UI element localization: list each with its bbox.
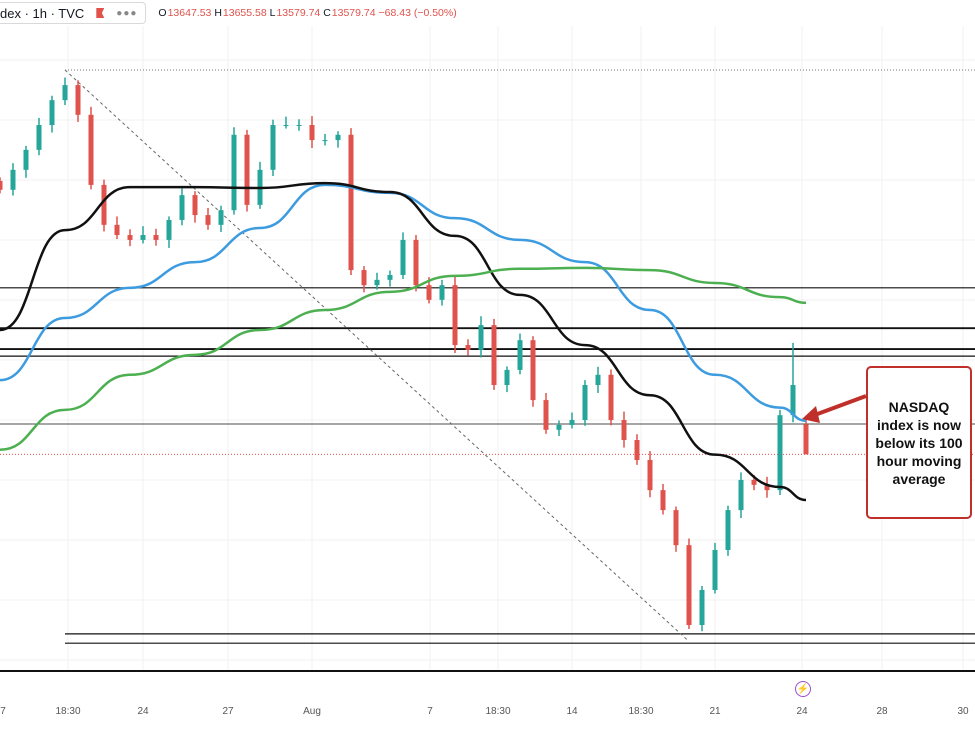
candle-body xyxy=(335,134,341,141)
candle-body xyxy=(673,510,679,546)
x-tick-label: Aug xyxy=(303,706,321,717)
ma-100-line xyxy=(0,183,807,423)
x-tick-label: 24 xyxy=(796,706,808,717)
candle-body xyxy=(49,100,55,126)
candle-body xyxy=(517,340,523,370)
open-value: 13647.53 xyxy=(167,7,212,19)
x-tick-label: 18:30 xyxy=(485,706,511,717)
x-tick-label: 30 xyxy=(957,706,969,717)
close-label: C xyxy=(323,7,331,19)
candle-body xyxy=(569,420,575,425)
candle-body xyxy=(413,239,419,286)
trendline xyxy=(64,69,689,641)
annotation-arrow xyxy=(811,394,867,418)
lightning-icon[interactable]: ⚡ xyxy=(795,681,811,697)
open-label: O xyxy=(158,7,167,19)
candle-body xyxy=(10,169,16,190)
candle-body xyxy=(725,510,731,551)
annotation-box: NASDAQ index is now below its 100 hour m… xyxy=(866,366,972,519)
candle-body xyxy=(127,235,133,240)
ellipsis-icon[interactable]: ●●● xyxy=(116,7,138,19)
candle-body xyxy=(712,550,718,590)
candle-body xyxy=(322,140,328,142)
candle-body xyxy=(491,325,497,385)
x-tick-label: 18:30 xyxy=(55,706,81,717)
candle-body xyxy=(478,325,484,350)
candle-body xyxy=(296,125,302,127)
x-tick-label: 14 xyxy=(566,706,578,717)
candle-body xyxy=(764,484,770,491)
candle-body xyxy=(608,374,614,421)
candle-body xyxy=(556,424,562,430)
x-tick-label: 18:30 xyxy=(628,706,654,717)
candle-body xyxy=(790,384,796,416)
chart-header: dex · 1h · TVC ●●● O13647.53 H13655.58 L… xyxy=(0,0,975,26)
candle-body xyxy=(140,235,146,240)
x-tick-label: 24 xyxy=(137,706,149,717)
arrow-head-icon xyxy=(802,406,820,423)
candle-body xyxy=(283,125,289,127)
candle-body xyxy=(738,479,744,511)
candle-body xyxy=(179,195,185,220)
candle-body xyxy=(543,400,549,430)
candle-body xyxy=(803,424,809,455)
candle-body xyxy=(88,114,94,185)
x-tick-label: 21 xyxy=(709,706,721,717)
candle-body xyxy=(309,125,315,141)
candle-body xyxy=(686,545,692,626)
candle-body xyxy=(426,285,432,300)
candle-body xyxy=(192,195,198,216)
candle-body xyxy=(621,420,627,441)
candle-body xyxy=(660,490,666,511)
candle-body xyxy=(244,134,250,205)
candle-body xyxy=(465,345,471,350)
candle-body xyxy=(452,285,458,346)
candle-body xyxy=(348,134,354,271)
x-tick-label: 7 xyxy=(0,706,6,717)
candle-body xyxy=(23,149,29,170)
candle-body xyxy=(582,384,588,421)
candle-body xyxy=(504,369,510,385)
candle-body xyxy=(205,215,211,225)
candle-body xyxy=(101,184,107,225)
candle-body xyxy=(218,210,224,225)
low-value: 13579.74 xyxy=(276,7,321,19)
x-tick-label: 7 xyxy=(427,706,433,717)
close-value: 13579.74 xyxy=(331,7,376,19)
candle-body xyxy=(75,85,81,115)
candle-body xyxy=(0,180,3,190)
ma-green-line xyxy=(0,266,807,452)
candle-body xyxy=(699,589,705,626)
x-tick-label: 27 xyxy=(222,706,234,717)
candle-body xyxy=(387,274,393,280)
ma-200-line-black xyxy=(0,181,807,502)
candle-body xyxy=(777,415,783,491)
candle-body xyxy=(361,270,367,286)
candle-body xyxy=(374,279,380,286)
candle-body xyxy=(439,285,445,300)
candle-body xyxy=(400,239,406,275)
candle-body xyxy=(270,125,276,170)
change-value: −68.43 (−0.50%) xyxy=(378,7,457,19)
low-label: L xyxy=(269,7,276,19)
candle-body xyxy=(114,224,120,236)
candle-body xyxy=(751,479,757,485)
candle-body xyxy=(62,85,68,101)
ohlc-readout: O13647.53 H13655.58 L13579.74 C13579.74 … xyxy=(158,7,456,19)
candle-body xyxy=(231,134,237,211)
x-tick-label: 28 xyxy=(876,706,888,717)
symbol-box[interactable]: dex · 1h · TVC ●●● xyxy=(0,2,147,24)
candle-body xyxy=(530,340,536,401)
symbol-label: dex · 1h · TVC xyxy=(0,5,85,21)
candle-body xyxy=(647,459,653,491)
candle-body xyxy=(36,125,42,150)
flag-icon[interactable] xyxy=(96,8,105,18)
candle-body xyxy=(153,235,159,240)
candle-body xyxy=(634,440,640,460)
candle-body xyxy=(595,374,601,385)
high-label: H xyxy=(214,7,222,19)
high-value: 13655.58 xyxy=(222,7,267,19)
candle-body xyxy=(166,219,172,240)
